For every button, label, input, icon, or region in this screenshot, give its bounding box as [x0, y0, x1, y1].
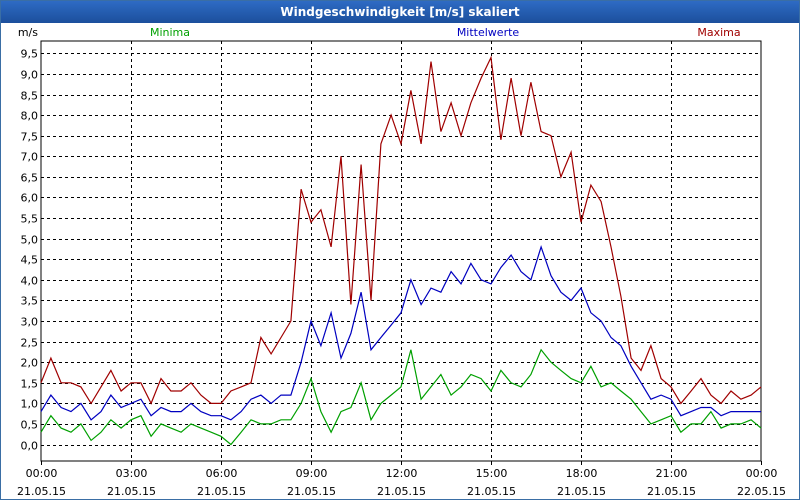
y-axis-label: m/s: [18, 26, 38, 39]
y-tick-label: 8,0: [21, 110, 39, 123]
x-tick-time-label: 03:00: [116, 467, 148, 480]
x-tick-date-label: 21.05.15: [197, 485, 246, 498]
x-tick-date-label: 22.05.15: [737, 485, 786, 498]
legend-mittelwerte: Mittelwerte: [457, 26, 520, 39]
grid-lines: [41, 41, 762, 465]
x-tick-date-label: 21.05.15: [17, 485, 66, 498]
x-tick-time-label: 09:00: [296, 467, 328, 480]
y-tick-label: 0,5: [21, 419, 39, 432]
y-tick-label: 5,0: [21, 234, 39, 247]
x-tick-date-label: 21.05.15: [377, 485, 426, 498]
y-tick-label: 6,5: [21, 172, 39, 185]
y-tick-label: 3,0: [21, 316, 39, 329]
y-tick-label: 2,5: [21, 337, 39, 350]
y-tick-label: 3,5: [21, 295, 39, 308]
x-tick-time-label: 18:00: [566, 467, 598, 480]
legend-minima: Minima: [150, 26, 190, 39]
window-title: Windgeschwindigkeit [m/s] skaliert: [1, 1, 799, 23]
legend-maxima: Maxima: [697, 26, 740, 39]
y-tick-label: 7,0: [21, 151, 39, 164]
y-tick-label: 5,5: [21, 213, 39, 226]
series-line-mittelwerte: [40, 244, 761, 421]
x-tick-time-label: 06:00: [206, 467, 238, 480]
y-tick-label: 2,0: [21, 357, 39, 370]
y-tick-label: 1,0: [21, 398, 39, 411]
y-tick-label: 7,5: [21, 131, 39, 144]
x-tick-time-label: 21:00: [656, 467, 688, 480]
series-line-minima: [40, 348, 762, 446]
x-tick-time-label: 15:00: [476, 467, 508, 480]
y-tick-label: 4,5: [21, 254, 39, 267]
x-tick-date-label: 21.05.15: [467, 485, 516, 498]
y-tick-label: 8,5: [21, 90, 39, 103]
line-chart: 0,0 0,5 1,0 1,5 2,0 2,5 3,0 3,5 4,0 4,5 5,0 5,5 6,0 6…: [17, 26, 786, 498]
y-tick-label: 9,5: [21, 48, 39, 61]
y-tick-label: 4,0: [21, 275, 39, 288]
x-tick-time-label: 00:00: [746, 467, 778, 480]
x-tick-date-label: 21.05.15: [107, 485, 156, 498]
x-tick-date-label: 21.05.15: [287, 485, 336, 498]
series-line-maxima: [40, 55, 762, 405]
x-tick-date-label: 21.05.15: [647, 485, 696, 498]
x-tick-time-label: 00:00: [26, 467, 58, 480]
x-tick-time-label: 12:00: [386, 467, 418, 480]
y-tick-label: 9,0: [21, 69, 39, 82]
x-tick-date-label: 21.05.15: [557, 485, 606, 498]
y-tick-label: 1,5: [21, 378, 39, 391]
y-tick-label: 0,0: [21, 440, 39, 453]
y-tick-label: 6,0: [21, 192, 39, 205]
